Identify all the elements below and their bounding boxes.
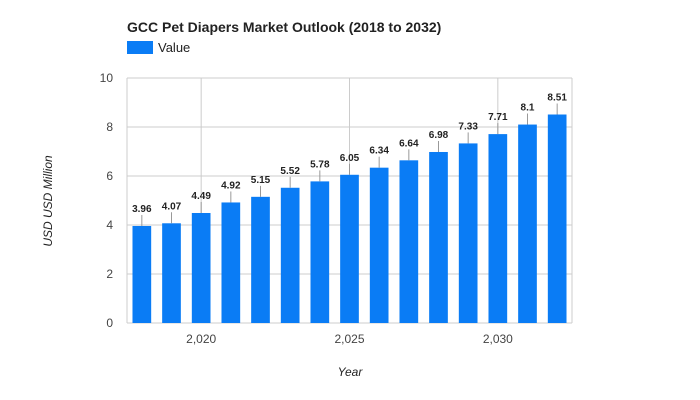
y-tick-label: 8 [106,120,113,134]
x-tick-label: 2,020 [186,332,216,346]
bar[interactable] [429,151,448,323]
bar[interactable] [251,196,270,323]
bar[interactable] [399,160,419,323]
y-axis-title: USD USD Million [41,155,55,247]
bar[interactable] [162,223,181,323]
y-tick-label: 4 [106,218,113,232]
legend-swatch [127,41,153,54]
y-tick-label: 10 [100,71,114,85]
data-label: 6.34 [369,146,389,157]
legend-label: Value [158,40,190,55]
data-label: 8.51 [547,93,567,104]
x-tick-label: 2,030 [483,332,513,346]
x-axis-title: Year [338,365,364,379]
data-label: 6.64 [399,138,419,149]
bar[interactable] [280,187,300,323]
bar[interactable] [132,225,152,323]
data-label: 4.49 [191,191,211,202]
bars [132,114,567,323]
bar[interactable] [488,134,508,323]
x-axis-ticks: 2,020 2,025 2,030 [186,332,513,346]
data-label: 5.52 [280,166,300,177]
data-label: 6.05 [340,153,360,164]
bar[interactable] [221,202,241,323]
y-axis-ticks: 0 2 4 6 8 10 [100,71,114,330]
data-label: 7.33 [458,121,478,132]
bar[interactable] [518,124,537,323]
data-labels: 3.96 4.07 4.49 4.92 5.15 5.52 5.78 6.05 6.34 6.64… [132,93,567,226]
chart-title: GCC Pet Diapers Market Outlook (2018 to … [127,19,441,35]
bar[interactable] [340,174,359,323]
bar[interactable] [191,212,211,323]
y-tick-label: 6 [106,169,113,183]
data-label: 5.15 [251,175,271,186]
data-label: 5.78 [310,159,330,170]
data-label: 6.98 [429,130,449,141]
bar[interactable] [458,143,478,323]
bar[interactable] [369,167,389,323]
data-label: 4.92 [221,180,241,191]
legend[interactable]: Value [127,40,190,55]
bar[interactable] [310,181,330,323]
bar[interactable] [547,114,567,323]
y-tick-label: 2 [106,267,113,281]
y-tick-label: 0 [106,316,113,330]
data-label: 4.07 [162,201,182,212]
x-tick-label: 2,025 [334,332,364,346]
data-label: 7.71 [488,112,508,123]
data-label: 3.96 [132,204,152,215]
data-label: 8.1 [521,103,535,114]
